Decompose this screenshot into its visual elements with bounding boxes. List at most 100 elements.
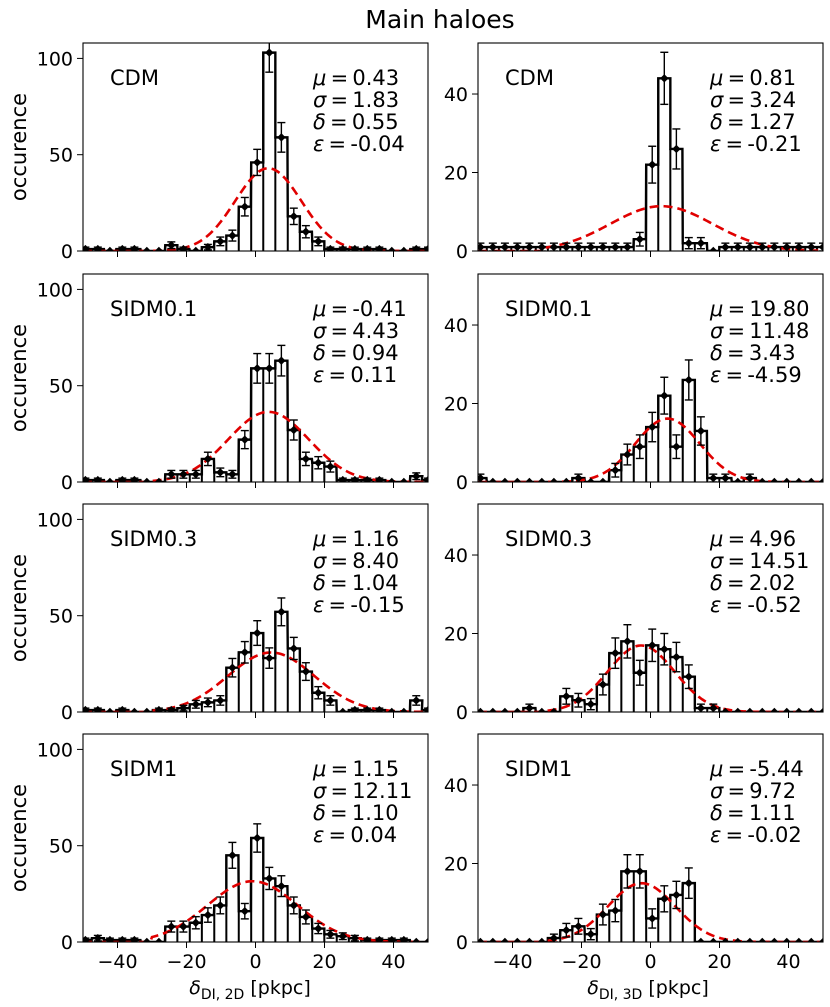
- data-point: [399, 246, 409, 251]
- data-point: [478, 473, 485, 482]
- data-point: [525, 242, 534, 251]
- data-point: [265, 364, 274, 373]
- data-point: [363, 475, 372, 482]
- data-point: [537, 707, 547, 712]
- x-tick-label: 20: [312, 951, 336, 973]
- fit-parameter: σ = 1.83: [313, 88, 399, 112]
- data-point: [203, 242, 213, 251]
- data-point: [375, 705, 384, 712]
- fit-parameter: ε = -0.52: [710, 593, 802, 617]
- data-point: [399, 477, 409, 482]
- x-tick-label: 40: [776, 951, 800, 973]
- data-point: [513, 707, 522, 712]
- fit-parameter: μ = 1.16: [312, 527, 399, 551]
- data-point: [203, 698, 213, 707]
- data-point: [696, 937, 706, 942]
- fit-parameter: δ = 0.94: [313, 341, 399, 365]
- panel-sidm1-2d: −40 −20 0 20 40 0 50 100 occurence SIDM1 μ = 1.15σ…: [7, 733, 429, 973]
- y-tick-label: 100: [37, 739, 73, 761]
- fit-parameter: μ = 0.81: [709, 66, 796, 90]
- data-point: [289, 644, 298, 653]
- y-tick-label: 100: [37, 48, 73, 70]
- y-tick-label: 100: [37, 279, 73, 301]
- data-point: [525, 703, 534, 712]
- data-point: [363, 705, 372, 712]
- data-point: [586, 699, 596, 709]
- data-point: [611, 648, 620, 658]
- model-label: SIDM0.1: [505, 297, 592, 321]
- data-point: [770, 477, 779, 482]
- y-tick-label: 0: [61, 702, 73, 724]
- data-point: [488, 937, 498, 942]
- data-point: [423, 244, 428, 251]
- data-point: [733, 937, 742, 942]
- data-point: [375, 244, 384, 251]
- data-point: [130, 244, 139, 251]
- data-point: [794, 242, 804, 251]
- data-point: [118, 705, 127, 712]
- data-point: [203, 910, 213, 920]
- data-point: [709, 473, 718, 482]
- data-point: [118, 475, 127, 482]
- y-axis-label: occurence: [7, 784, 31, 892]
- data-point: [500, 707, 510, 712]
- data-point: [326, 696, 335, 705]
- y-tick-label: 40: [444, 315, 468, 337]
- data-point: [412, 472, 421, 481]
- x-tick-label: −20: [561, 951, 601, 973]
- data-point: [598, 242, 608, 251]
- plot-area: [478, 51, 823, 251]
- data-point: [537, 477, 547, 482]
- data-point: [142, 937, 152, 942]
- data-point: [500, 242, 510, 251]
- data-point: [387, 246, 396, 251]
- y-tick-label: 0: [456, 932, 468, 954]
- data-point: [301, 912, 311, 922]
- fit-curve: [83, 879, 428, 942]
- data-point: [672, 890, 681, 900]
- fit-parameter: ε = -0.15: [313, 593, 405, 617]
- model-label: SIDM0.1: [110, 297, 197, 321]
- fit-parameter: δ = 2.02: [710, 571, 796, 595]
- fit-parameter: μ = 1.15: [312, 757, 399, 781]
- data-point: [684, 238, 693, 248]
- plot-area: [83, 597, 428, 712]
- model-label: CDM: [110, 66, 159, 90]
- data-point: [130, 935, 139, 942]
- data-point: [191, 470, 201, 479]
- y-axis-label: occurence: [7, 93, 31, 201]
- data-point: [758, 707, 767, 712]
- data-point: [142, 477, 152, 482]
- data-point: [301, 454, 311, 464]
- fit-curve: [83, 651, 428, 712]
- data-point: [574, 922, 583, 931]
- data-point: [782, 707, 791, 712]
- data-point: [240, 648, 250, 657]
- model-label: SIDM0.3: [110, 527, 197, 551]
- y-tick-label: 0: [61, 472, 73, 494]
- data-point: [635, 668, 645, 677]
- x-axis-label-right: δDI, 3D [pkpc]: [587, 977, 709, 1003]
- data-point: [301, 667, 311, 676]
- data-point: [130, 707, 139, 712]
- data-point: [807, 937, 816, 942]
- fit-parameter: ε = -0.02: [710, 823, 802, 847]
- data-point: [228, 663, 237, 672]
- data-point: [179, 244, 188, 251]
- data-point: [338, 932, 347, 941]
- data-point: [818, 707, 823, 712]
- fit-curve: [83, 166, 428, 251]
- data-point: [721, 937, 730, 942]
- y-tick-label: 20: [444, 163, 468, 185]
- data-point: [423, 937, 428, 942]
- data-point: [586, 929, 596, 939]
- histogram-bar: [263, 53, 275, 251]
- data-point: [412, 244, 421, 251]
- y-tick-label: 40: [444, 775, 468, 797]
- y-tick-label: 100: [37, 509, 73, 531]
- data-point: [326, 462, 335, 471]
- data-point: [154, 246, 164, 251]
- y-tick-label: 50: [49, 145, 73, 167]
- fit-parameter: δ = 3.43: [710, 341, 796, 365]
- data-point: [179, 703, 188, 712]
